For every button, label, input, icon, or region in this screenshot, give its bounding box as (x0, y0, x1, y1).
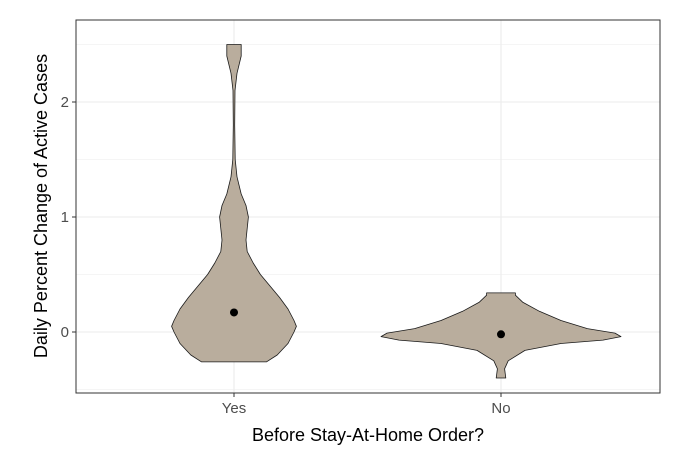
y-axis-title: Daily Percent Change of Active Cases (31, 54, 51, 358)
y-tick-label: 0 (61, 324, 69, 341)
axes: 0 1 2 Yes No (61, 94, 511, 417)
y-tick-label: 2 (61, 94, 69, 111)
y-tick-label: 1 (61, 209, 69, 226)
x-tick-label: No (491, 400, 510, 417)
summary-point-yes (230, 308, 238, 317)
summary-point-no (497, 330, 505, 339)
violins (171, 44, 622, 379)
panel-border (75, 19, 661, 394)
violin-yes (171, 44, 297, 363)
x-axis-title: Before Stay-At-Home Order? (252, 425, 484, 445)
x-tick-label: Yes (222, 400, 246, 417)
